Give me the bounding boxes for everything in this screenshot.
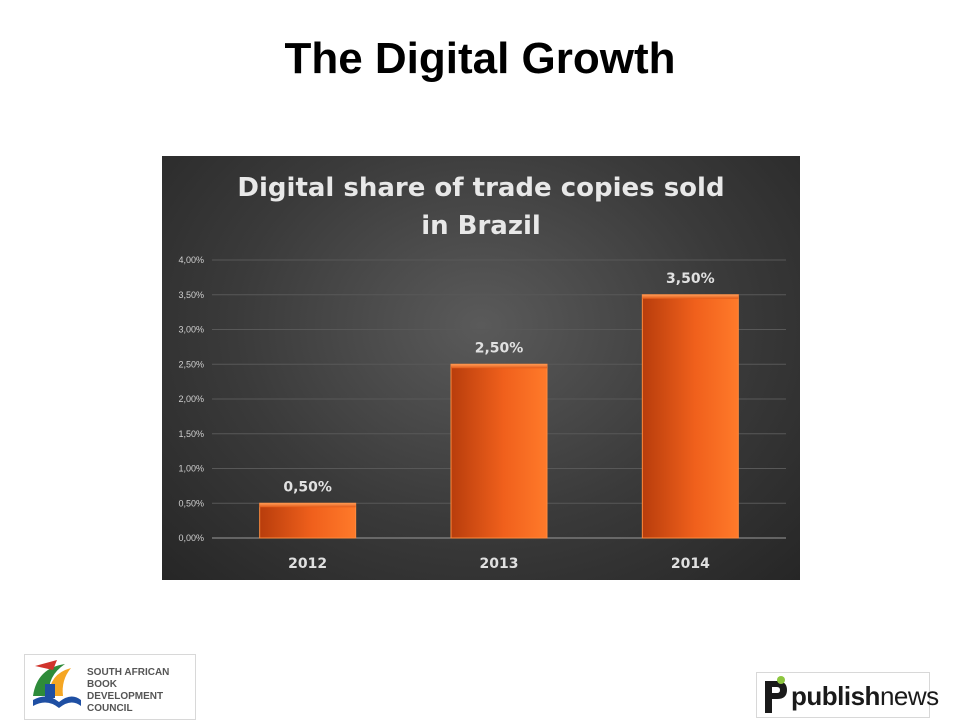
bar-top-highlight <box>259 503 356 508</box>
logo-left-line-3: COUNCIL <box>87 703 133 714</box>
x-tick-label: 2014 <box>671 556 710 572</box>
x-tick-label: 2013 <box>480 556 519 572</box>
y-tick-label: 1,00% <box>178 464 204 474</box>
data-label: 2,50% <box>475 340 524 356</box>
publishnews-logo: publishnews <box>756 672 939 718</box>
x-tick-label: 2012 <box>288 556 327 572</box>
y-tick-label: 3,50% <box>178 290 204 300</box>
publishnews-regular-text: news <box>879 681 939 711</box>
bar-2012 <box>259 502 357 539</box>
y-tick-label: 2,50% <box>178 359 204 369</box>
y-tick-label: 0,00% <box>178 533 204 543</box>
chart-container: Digital share of trade copies sold in Br… <box>162 156 800 580</box>
bar-2013 <box>450 363 548 539</box>
y-tick-label: 0,50% <box>178 498 204 508</box>
bar-top-highlight <box>451 364 547 369</box>
y-tick-label: 2,00% <box>178 394 204 404</box>
y-tick-label: 1,50% <box>178 429 204 439</box>
publishnews-bold-text: publish <box>791 681 880 711</box>
book-council-emblem-icon <box>33 660 81 708</box>
data-label: 0,50% <box>283 479 332 495</box>
logo-left-line-2: BOOK DEVELOPMENT <box>87 679 164 702</box>
publishnews-wordmark: publishnews <box>791 681 939 712</box>
sabdc-logo: SOUTH AFRICAN BOOK DEVELOPMENT COUNCIL <box>24 654 196 720</box>
bar-top-highlight <box>642 294 739 299</box>
y-tick-label: 4,00% <box>178 255 204 265</box>
slide-title: The Digital Growth <box>284 34 676 83</box>
publishnews-p-icon <box>765 676 787 713</box>
data-label: 3,50% <box>666 271 715 287</box>
logo-left-line-1: SOUTH AFRICAN <box>87 667 170 678</box>
bar-2014 <box>641 294 739 539</box>
y-tick-label: 3,00% <box>178 325 204 335</box>
chart-title-line-2: in Brazil <box>421 211 541 241</box>
chart-title-line-1: Digital share of trade copies sold <box>237 173 724 203</box>
bar-chart: Digital share of trade copies sold in Br… <box>178 173 786 572</box>
